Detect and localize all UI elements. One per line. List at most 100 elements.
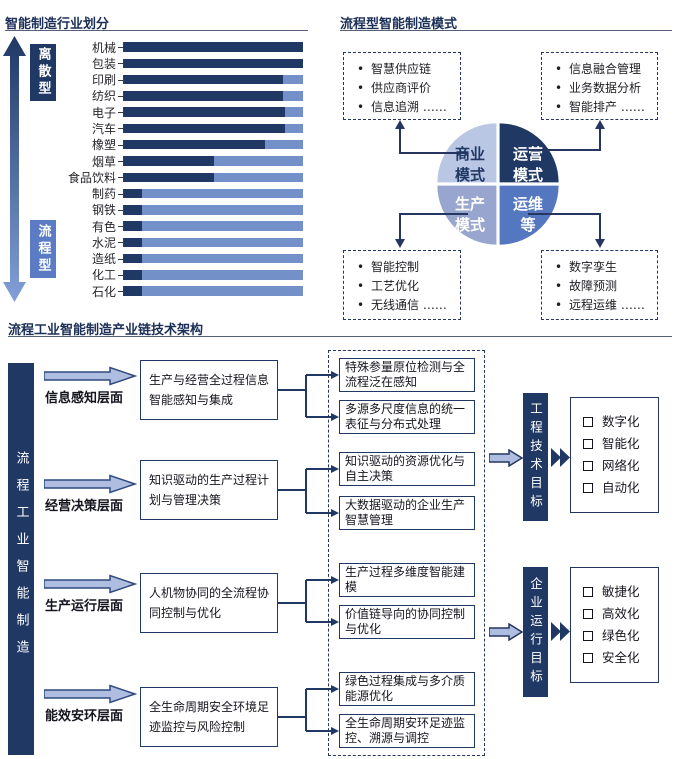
bar-category-label: 钢铁 bbox=[91, 203, 116, 218]
layer-arrow-icon bbox=[43, 474, 138, 498]
bar-row: 纺织 bbox=[5, 88, 307, 104]
bar-category-label: 烟草 bbox=[91, 154, 116, 169]
tech-item-box: 多源多尺度信息的统一表征与分布式处理 bbox=[339, 400, 475, 434]
layer-label-operation: 生产运行层面 bbox=[45, 599, 124, 614]
layer-arrow-icon bbox=[43, 684, 138, 708]
bar-segment bbox=[141, 205, 303, 215]
layer-label-perception: 信息感知层面 bbox=[45, 391, 124, 406]
bar-segment bbox=[124, 156, 214, 166]
tech-item-box: 大数据驱动的企业生产智慧管理 bbox=[339, 496, 475, 530]
bar-row: 汽车 bbox=[5, 120, 307, 136]
bar-segment bbox=[265, 139, 303, 150]
list-item: 信息融合管理 bbox=[552, 60, 657, 79]
business-mode-callout: 智慧供应链供应商评价信息追溯 …… bbox=[343, 52, 461, 120]
bar-track bbox=[117, 188, 303, 199]
bar-row: 化工 bbox=[5, 267, 307, 283]
discrete-type-label: 离散型 bbox=[30, 44, 56, 101]
tech-item-box: 绿色过程集成与多介质能源优化 bbox=[339, 672, 475, 706]
checkbox-square-icon bbox=[583, 653, 593, 663]
list-item: 信息追溯 …… bbox=[354, 98, 460, 117]
bar-segment bbox=[124, 172, 214, 182]
bar-row: 石化 bbox=[5, 283, 307, 299]
quadrant-maintenance-label: 运维 等 bbox=[505, 194, 551, 236]
list-item: 智能控制 bbox=[354, 258, 460, 277]
bar-row: 有色 bbox=[5, 218, 307, 234]
bar-track bbox=[117, 74, 303, 85]
tech-item-box: 全生命周期安环足迹监控、溯源与调控 bbox=[339, 714, 475, 748]
quadrant-business-label: 商业 模式 bbox=[447, 144, 493, 186]
business-mode-list: 智慧供应链供应商评价信息追溯 …… bbox=[344, 60, 460, 117]
bar-category-label: 机械 bbox=[91, 40, 116, 55]
list-item: 数字孪生 bbox=[552, 258, 657, 277]
tech-item-box: 价值链导向的协同控制与优化 bbox=[339, 605, 475, 639]
bar-segment bbox=[283, 91, 303, 101]
list-item: 故障预测 bbox=[552, 277, 657, 296]
bar-track bbox=[117, 123, 303, 134]
checkbox-square-icon bbox=[583, 417, 593, 427]
list-item: 工艺优化 bbox=[354, 277, 460, 296]
bar-segment bbox=[124, 42, 303, 52]
enterprise-goal-bar: 企业运行目标 bbox=[523, 567, 548, 697]
layer-label-decision: 经营决策层面 bbox=[45, 499, 124, 514]
bar-track bbox=[117, 91, 303, 101]
double-chevron-icon bbox=[550, 447, 570, 472]
list-item: 数字化 bbox=[583, 411, 658, 433]
architecture-section-title: 流程工业智能制造产业链技术架构 bbox=[8, 323, 204, 338]
production-mode-callout: 智能控制工艺优化无线通信 …… bbox=[343, 250, 461, 320]
bar-segment bbox=[285, 123, 303, 134]
bar-row: 钢铁 bbox=[5, 202, 307, 218]
bar-segment bbox=[124, 221, 142, 231]
architecture-side-bar: 流程工业智能制造 bbox=[8, 363, 34, 755]
goal-item-label: 高效化 bbox=[602, 606, 640, 621]
quadrant-label-line: 等 bbox=[520, 216, 536, 234]
operation-mode-list: 信息融合管理业务数据分析智能排产 …… bbox=[542, 60, 657, 117]
bar-category-label: 包装 bbox=[91, 56, 116, 71]
list-item: 无线通信 …… bbox=[354, 296, 460, 315]
bar-track bbox=[117, 156, 303, 166]
bar-segment bbox=[124, 123, 286, 134]
bar-category-label: 电子 bbox=[91, 105, 116, 120]
quadrant-label-line: 运维 bbox=[512, 195, 543, 213]
list-item: 安全化 bbox=[583, 647, 658, 669]
operation-mode-callout: 信息融合管理业务数据分析智能排产 …… bbox=[541, 52, 658, 120]
process-mode-section-title: 流程型智能制造模式 bbox=[340, 17, 458, 32]
bar-row: 水泥 bbox=[5, 234, 307, 250]
quadrant-production-label: 生产 模式 bbox=[447, 194, 493, 236]
list-item: 智能排产 …… bbox=[552, 98, 657, 117]
block-arrow-icon bbox=[488, 622, 524, 645]
bar-track bbox=[117, 237, 303, 248]
list-item: 智慧供应链 bbox=[354, 60, 460, 79]
bar-segment bbox=[124, 205, 142, 215]
bar-segment bbox=[124, 270, 142, 280]
quadrant-label-line: 生产 bbox=[454, 195, 485, 213]
bar-category-label: 制药 bbox=[91, 187, 116, 202]
bar-category-label: 水泥 bbox=[91, 235, 116, 250]
quadrant-label-line: 模式 bbox=[512, 166, 543, 184]
tech-items-frame bbox=[328, 350, 485, 756]
quadrant-label-line: 模式 bbox=[454, 166, 485, 184]
layer-label-energy-safety: 能效安环层面 bbox=[45, 709, 124, 724]
bar-category-label: 化工 bbox=[91, 268, 116, 283]
bar-segment bbox=[124, 253, 142, 264]
quadrant-label-line: 运营 bbox=[512, 145, 543, 163]
layer-arrow-icon bbox=[43, 574, 138, 598]
bar-segment bbox=[141, 221, 303, 231]
bar-segment bbox=[141, 188, 303, 199]
list-item: 敏捷化 bbox=[583, 581, 658, 603]
list-item: 业务数据分析 bbox=[552, 79, 657, 98]
bar-segment bbox=[124, 286, 142, 296]
engineering-goal-list: 数字化 智能化 网络化 自动化 bbox=[571, 398, 658, 499]
quadrant-operation-label: 运营 模式 bbox=[505, 144, 551, 186]
bar-category-label: 印刷 bbox=[91, 73, 116, 88]
bar-segment bbox=[141, 253, 303, 264]
bar-segment bbox=[283, 74, 303, 85]
goal-item-label: 自动化 bbox=[602, 480, 640, 495]
enterprise-goal-box: 敏捷化高效化绿色化安全化 bbox=[570, 567, 659, 683]
layer-box-decision: 知识驱动的生产过程计划与管理决策 bbox=[140, 460, 278, 520]
bar-segment bbox=[285, 107, 303, 117]
checkbox-square-icon bbox=[583, 631, 593, 641]
bar-segment bbox=[141, 270, 303, 280]
bar-track bbox=[117, 205, 303, 215]
goal-item-label: 绿色化 bbox=[602, 628, 640, 643]
bar-track bbox=[117, 107, 303, 117]
